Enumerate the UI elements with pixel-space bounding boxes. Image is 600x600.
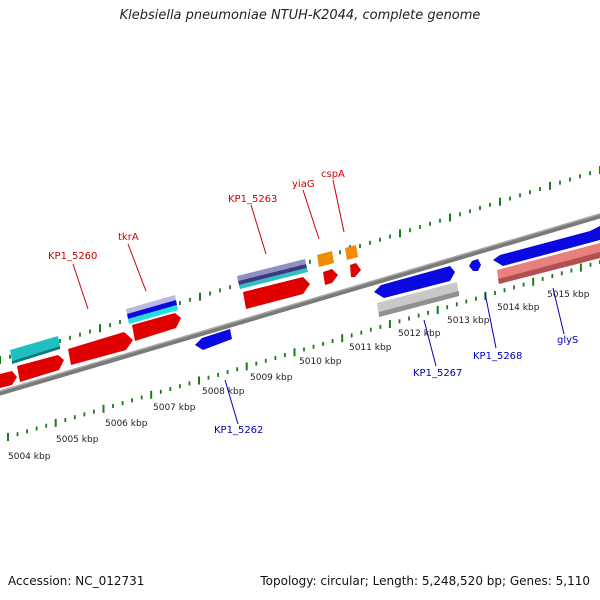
gene-features [0,226,600,388]
scale-label-5008: 5008 kbp [202,387,245,397]
scale-label-5010: 5010 kbp [299,357,342,367]
gene-yiaG-red [323,269,338,285]
gene-KP1_5268 [469,259,481,271]
label-tkrA: tkrA [118,232,139,243]
accession-text: Accession: NC_012731 [8,574,145,588]
gene-cyan-1 [10,336,60,361]
gene-KP1_5267 [374,266,455,298]
label-KP1_5268: KP1_5268 [473,351,522,362]
scale-label-5004: 5004 kbp [8,452,51,462]
gene-KP1_5262 [195,329,232,350]
scale-label-5009: 5009 kbp [250,373,293,383]
gene-red-3 [68,332,133,365]
scale-label-5015: 5015 kbp [547,290,590,300]
label-connectors [72,179,565,425]
label-KP1_5262: KP1_5262 [214,425,263,436]
scale-label-5014: 5014 kbp [497,303,540,313]
topology-text: Topology: circular; Length: 5,248,520 bp… [260,574,590,588]
scale-label-5005: 5005 kbp [56,435,99,445]
gene-blue-right [493,226,600,266]
genome-backbone [0,213,600,396]
label-KP1_5267: KP1_5267 [413,368,462,379]
gene-red-tkrA [132,313,181,341]
label-cspA: cspA [321,169,345,180]
gene-labels: KP1_5260 tkrA KP1_5263 yiaG cspA KP1_526… [48,169,578,436]
gene-cspA [345,245,358,260]
gene-red-2 [17,355,64,382]
gene-cspA-red [350,263,361,277]
scale-labels: 5004 kbp 5005 kbp 5006 kbp 5007 kbp 5008… [8,290,590,462]
scale-label-5006: 5006 kbp [105,419,148,429]
gene-red-partial [0,371,17,388]
label-KP1_5260: KP1_5260 [48,251,97,262]
label-yiaG: yiaG [292,179,315,190]
scale-label-5011: 5011 kbp [349,343,392,353]
gene-red-5263 [243,277,310,309]
gene-yiaG [317,251,334,267]
gene-tkrA [126,295,176,314]
scale-label-5013: 5013 kbp [447,316,490,326]
scale-label-5007: 5007 kbp [153,403,196,413]
gene-KP1_5263 [237,259,306,281]
label-KP1_5263: KP1_5263 [228,194,277,205]
scale-label-5012: 5012 kbp [398,329,441,339]
lower-tick-track [7,260,600,441]
map-title: Klebsiella pneumoniae NTUH-K2044, comple… [119,8,481,23]
label-glyS: glyS [557,335,578,346]
